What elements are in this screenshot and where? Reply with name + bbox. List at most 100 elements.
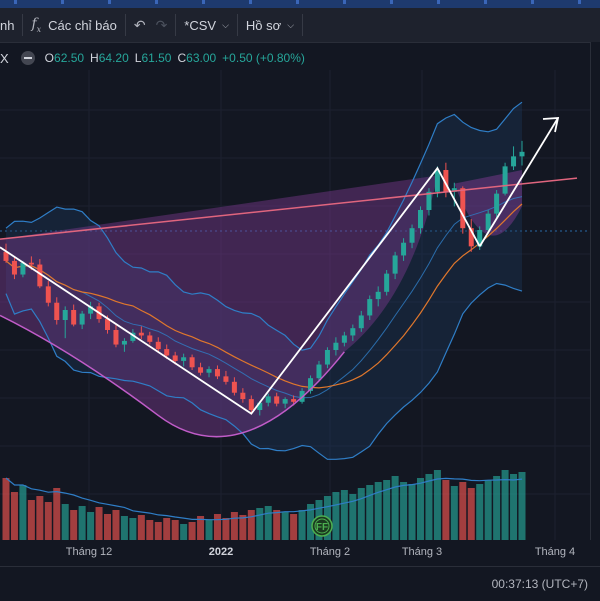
volume-bar [10, 492, 18, 540]
volume-bar [467, 488, 475, 540]
toolbar-cut-item[interactable]: nh [0, 8, 22, 42]
candle-body [282, 399, 288, 404]
candle-body [417, 210, 423, 229]
indicators-label: Các chỉ báo [48, 17, 117, 33]
layout-dropdown[interactable]: *CSV ⌵ [176, 8, 237, 42]
top-strip-tick [531, 0, 534, 4]
candle-body [11, 260, 17, 275]
toolbar-separator [175, 14, 177, 36]
candle-body [401, 242, 407, 256]
function-icon: fx [31, 16, 42, 34]
candle-body [434, 170, 440, 192]
candle-body [147, 335, 153, 342]
volume-bar [357, 488, 365, 540]
candles [3, 140, 525, 416]
candle-body [71, 310, 77, 325]
top-strip-tick [437, 0, 440, 4]
time-label-2022: 2022 [208, 546, 234, 558]
redo-icon: ↷ [155, 16, 168, 33]
time-label-dec: Tháng 12 [65, 546, 113, 558]
candle-body [214, 369, 220, 377]
volume-bar [273, 510, 281, 540]
undo-button[interactable]: ↶ [126, 8, 154, 42]
chart-toolbar: nh fx Các chỉ báo ↶ ↷ *CSV ⌵ Hồ sơ ⌵ [0, 8, 600, 43]
candle-body [291, 399, 297, 402]
candle-body [79, 313, 85, 325]
undo-icon: ↶ [133, 16, 146, 33]
bb-basis-line [5, 196, 523, 399]
redo-button[interactable]: ↷ [154, 8, 176, 42]
volume-bar [78, 506, 86, 540]
volume-bar [112, 510, 120, 540]
pattern-trendline [0, 166, 481, 415]
candle-body [468, 228, 474, 247]
candle-body [502, 166, 508, 194]
top-strip-tick [296, 0, 299, 4]
profile-dropdown[interactable]: Hồ sơ ⌵ [238, 8, 302, 42]
volume-bar [87, 512, 95, 540]
candle-body [485, 213, 491, 230]
volume-bar [70, 510, 78, 540]
candle-body [198, 367, 204, 373]
toolbar-cut-label: nh [0, 17, 15, 33]
earnings-badge-ring [314, 518, 330, 534]
volume-bar [256, 508, 264, 540]
volume-bar [307, 504, 315, 540]
candle-body [519, 151, 525, 157]
volume-bar [222, 518, 230, 540]
close-value: 63.00 [186, 51, 217, 65]
candle-body [358, 315, 364, 329]
earnings-badge-label: FF [316, 522, 328, 533]
top-strip-tick [61, 0, 64, 4]
price-chart[interactable]: FF [0, 70, 590, 540]
time-label-feb: Tháng 2 [309, 546, 351, 558]
candle-body [172, 355, 178, 361]
price-axis-strip[interactable] [590, 42, 600, 540]
candle-body [341, 335, 347, 343]
volume-bar [298, 510, 306, 540]
bb-band-fill [6, 102, 522, 460]
time-axis[interactable]: Tháng 12 2022 Tháng 2 Tháng 3 Tháng 4 [0, 540, 600, 564]
candle-body [28, 262, 34, 265]
time-label-mar: Tháng 3 [401, 546, 443, 558]
bb-upper-line [5, 101, 523, 351]
volume-bar [163, 518, 171, 540]
hide-legend-icon[interactable] [20, 51, 35, 65]
toolbar-separator [236, 14, 238, 36]
volume-bar [205, 520, 213, 540]
volume-bar [264, 506, 272, 540]
volume-bar [408, 484, 416, 540]
volume-bar [290, 514, 298, 540]
candle-body [189, 357, 195, 368]
volume-bar [442, 480, 450, 540]
candle-body [121, 340, 127, 345]
candle-body [257, 402, 263, 410]
status-bar: 00:37:13 (UTC+7) [0, 566, 600, 601]
candle-body [105, 319, 111, 330]
volume-bar [493, 476, 501, 540]
top-strip-tick [202, 0, 205, 4]
time-label-apr: Tháng 4 [534, 546, 576, 558]
volume-bar [53, 488, 61, 540]
candle-body [409, 228, 415, 243]
candle-body [384, 273, 390, 292]
volume-bar [19, 485, 27, 540]
candle-body [324, 350, 330, 365]
candle-body [240, 392, 246, 400]
volume-bar [137, 515, 145, 540]
open-key: O [44, 51, 55, 65]
volume-bar [332, 492, 340, 540]
candle-body [164, 349, 170, 356]
volume-bar [425, 474, 433, 540]
volume-bar [95, 507, 103, 540]
indicators-button[interactable]: fx Các chỉ báo [23, 8, 124, 42]
volume-bar [239, 515, 247, 540]
clock-timezone[interactable]: 00:37:13 (UTC+7) [491, 577, 588, 591]
breakout-arrow-head [542, 117, 560, 133]
volume-bar [104, 514, 112, 540]
candle-body [54, 302, 60, 320]
symbol-label[interactable]: X [0, 50, 9, 66]
ohlc-legend: X O 62.50 H 64.20 L 61.50 C 63.00 +0.50 … [0, 48, 305, 68]
volume-bar [247, 510, 255, 540]
change-value: +0.50 (+0.80%) [222, 51, 305, 65]
